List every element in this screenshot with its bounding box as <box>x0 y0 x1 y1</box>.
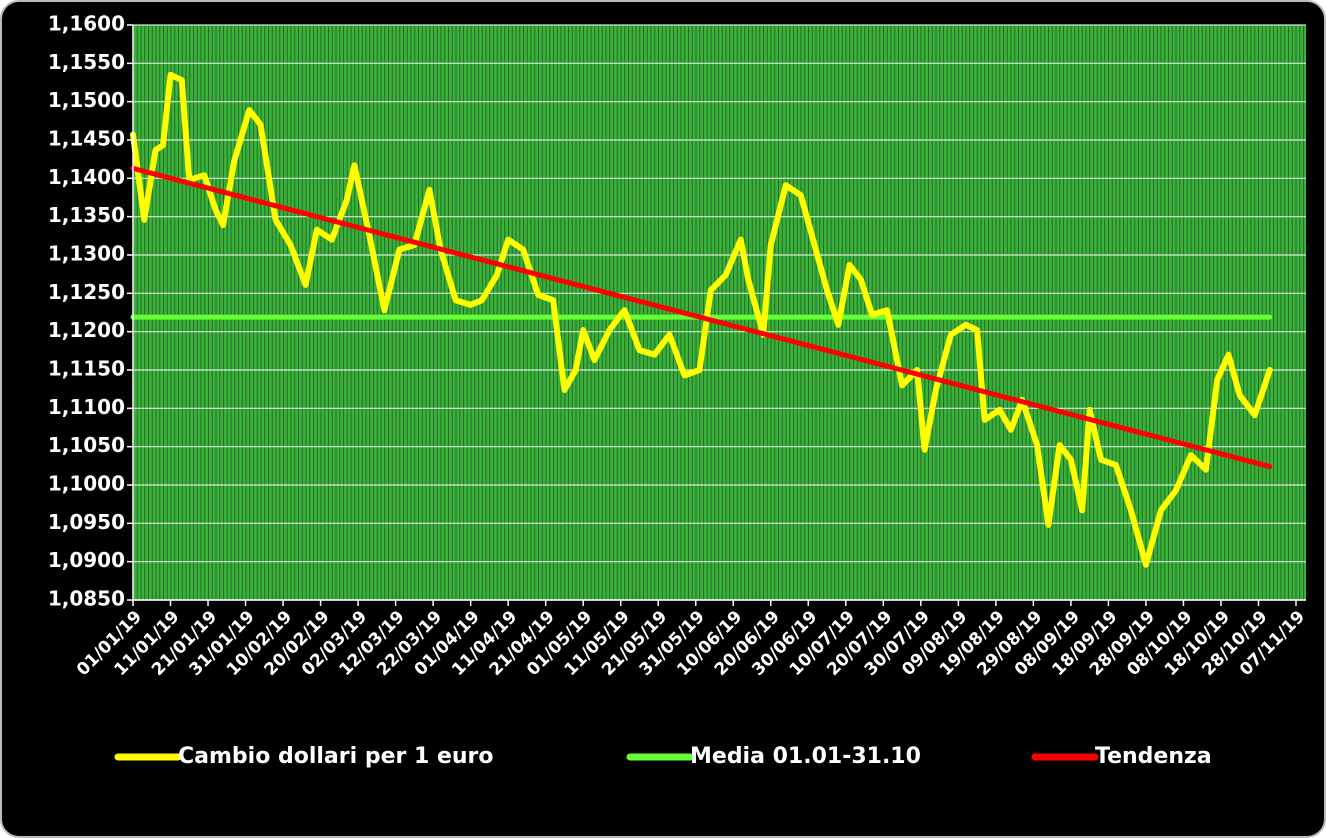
y-tick-label: 1,1500 <box>48 88 125 112</box>
plot-area <box>133 25 1306 600</box>
series-line <box>130 165 1273 470</box>
y-tick-label: 1,1050 <box>48 433 125 457</box>
y-tick-label: 1,1550 <box>48 50 125 74</box>
y-tick-label: 1,1350 <box>48 203 125 227</box>
y-tick-label: 1,1300 <box>48 242 125 266</box>
y-tick-label: 1,1000 <box>48 472 125 496</box>
series-line <box>130 71 1273 568</box>
legend-label: Media 01.01-31.10 <box>690 744 921 769</box>
y-tick-label: 1,1100 <box>48 395 125 419</box>
y-tick-label: 1,0900 <box>48 548 125 572</box>
legend-label: Tendenza <box>1095 744 1212 769</box>
y-tick-label: 1,1400 <box>48 165 125 189</box>
y-tick-label: 1,1600 <box>48 12 125 36</box>
legend-label: Cambio dollari per 1 euro <box>178 744 494 769</box>
legend: Cambio dollari per 1 euro Media 01.01-31.… <box>114 744 1212 769</box>
y-tick-label: 1,1150 <box>48 357 125 381</box>
y-tick-label: 1,0850 <box>48 587 125 611</box>
y-tick-label: 1,1450 <box>48 127 125 151</box>
series-lines <box>130 71 1273 568</box>
y-tick-label: 1,1250 <box>48 280 125 304</box>
y-tick-label: 1,0950 <box>48 510 125 534</box>
grid <box>133 24 1306 601</box>
y-tick-label: 1,1200 <box>48 318 125 342</box>
